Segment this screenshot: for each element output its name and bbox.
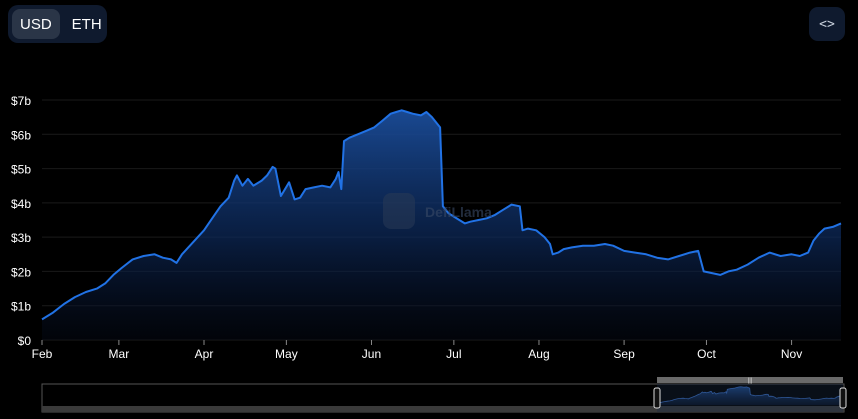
defillama-watermark: DefiLlama <box>383 193 492 229</box>
y-tick-label: $4b <box>11 197 31 211</box>
y-tick-label: $2b <box>11 265 31 279</box>
usd-toggle-button[interactable]: USD <box>12 9 60 39</box>
x-tick-label: Mar <box>109 347 130 361</box>
y-tick-label: $3b <box>11 231 31 245</box>
y-tick-label: $0 <box>18 334 32 348</box>
range-right-handle[interactable] <box>839 387 847 409</box>
x-tick-label: Jul <box>446 347 461 361</box>
y-tick-label: $6b <box>11 128 31 142</box>
tvl-area-fill <box>42 110 841 340</box>
x-tick-label: Feb <box>32 347 53 361</box>
x-tick-label: Apr <box>195 347 214 361</box>
embed-button[interactable]: <> <box>809 7 845 41</box>
code-brackets-icon: <> <box>819 16 835 32</box>
mini-preview-area <box>657 386 843 405</box>
x-tick-label: Jun <box>362 347 381 361</box>
time-range-slider[interactable]: ||| <box>41 377 847 413</box>
x-tick-label: Aug <box>528 347 549 361</box>
llama-logo-icon <box>383 193 415 229</box>
scrollbar-top-handle[interactable] <box>657 377 843 383</box>
x-tick-label: May <box>275 347 298 361</box>
range-left-handle[interactable] <box>653 387 661 409</box>
tvl-series-line <box>41 109 842 321</box>
eth-toggle-button[interactable]: ETH <box>71 15 102 33</box>
grip-icon: ||| <box>748 378 753 384</box>
y-tick-label: $7b <box>11 94 31 108</box>
x-tick-label: Sep <box>613 347 635 361</box>
y-tick-label: $1b <box>11 300 31 314</box>
y-tick-label: $5b <box>11 163 31 177</box>
mini-preview-line <box>656 386 844 404</box>
x-tick-label: Oct <box>697 347 716 361</box>
x-tick-label: Nov <box>781 347 802 361</box>
selected-range-window[interactable] <box>657 384 843 412</box>
watermark-text: DefiLlama <box>425 204 492 220</box>
currency-toggle: USD ETH <box>8 5 107 43</box>
